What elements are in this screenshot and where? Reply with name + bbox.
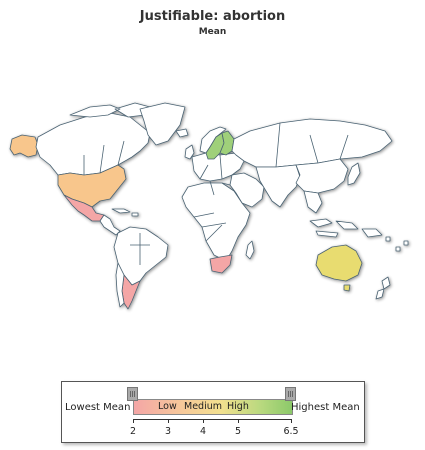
world-map[interactable] [0, 95, 425, 325]
legend-band-medium: Medium [184, 401, 222, 412]
legend-band-high: High [227, 401, 249, 412]
region-japan[interactable] [347, 162, 361, 186]
region-united-kingdom[interactable] [184, 144, 195, 160]
region-tasmania[interactable] [343, 284, 351, 292]
region-chile[interactable] [115, 262, 125, 308]
region-pacific-islands[interactable] [385, 236, 409, 252]
legend-tick [133, 419, 134, 423]
region-caribbean[interactable] [111, 208, 139, 217]
legend-highest-label: Highest Mean [291, 402, 360, 413]
legend-tick-label: 5 [234, 426, 242, 437]
legend-gradient-bar: Low Medium High [133, 399, 293, 415]
legend-tick [238, 419, 239, 423]
region-new-zealand[interactable] [375, 276, 391, 300]
region-greenland[interactable] [139, 102, 186, 146]
region-australia[interactable] [315, 244, 363, 282]
legend-tick-label: 4 [199, 426, 207, 437]
region-africa[interactable] [181, 182, 251, 262]
region-finland[interactable] [219, 130, 235, 156]
region-canada[interactable] [35, 112, 151, 176]
region-middle-east[interactable] [229, 172, 265, 208]
region-alaska[interactable] [9, 134, 39, 158]
region-central-america[interactable] [99, 214, 121, 236]
region-indonesia[interactable] [309, 218, 359, 238]
region-southeast-asia[interactable] [303, 190, 323, 214]
legend-tick-label: 6.5 [283, 426, 299, 437]
legend-max-handle[interactable] [285, 387, 296, 401]
legend-lowest-label: Lowest Mean [65, 402, 131, 413]
country-borders [83, 122, 349, 265]
region-south-asia[interactable] [255, 164, 301, 208]
region-arctic-islands[interactable] [69, 102, 151, 118]
legend-band-low: Low [158, 401, 177, 412]
legend-tick-label: 2 [129, 426, 137, 437]
region-madagascar[interactable] [245, 240, 255, 260]
legend-min-handle[interactable] [127, 387, 138, 401]
legend-tick [291, 419, 292, 423]
legend-tick [168, 419, 169, 423]
region-papua[interactable] [361, 228, 383, 238]
map-subtitle: Mean [198, 27, 227, 37]
region-china[interactable] [295, 158, 349, 194]
region-south-africa[interactable] [209, 254, 233, 274]
legend-tick-label: 3 [164, 426, 172, 437]
map-title: Justifiable: abortion [139, 9, 286, 24]
region-iceland[interactable] [175, 128, 189, 138]
legend-tick [203, 419, 204, 423]
color-legend: Lowest Mean Low Medium High Highest Mean… [61, 381, 365, 443]
legend-axis [133, 419, 291, 420]
